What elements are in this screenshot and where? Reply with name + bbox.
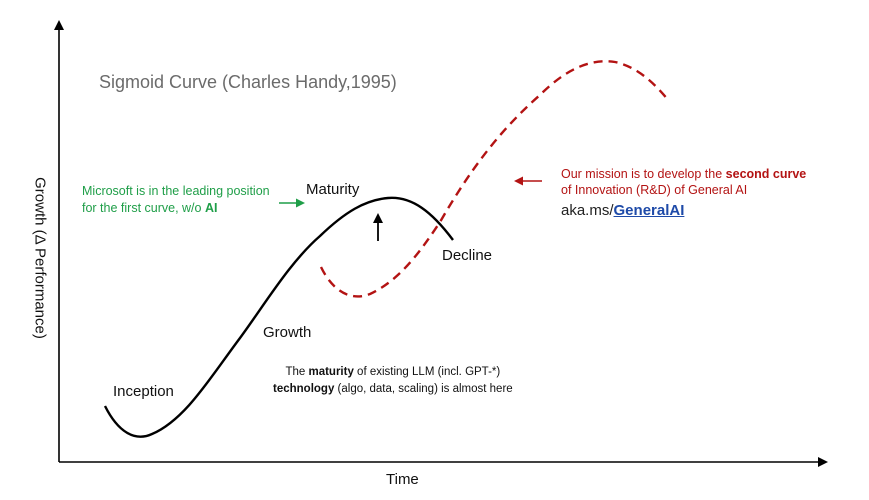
general-ai-link-row: aka.ms/GeneralAI	[561, 202, 684, 219]
llm-note-line1-suffix: of existing LLM (incl. GPT-*)	[353, 366, 501, 378]
llm-note-prefix: The	[285, 366, 309, 378]
x-axis-label: Time	[386, 471, 419, 488]
microsoft-note-line2: for the first curve, w/o AI	[82, 200, 270, 217]
microsoft-note-ai: AI	[204, 201, 218, 215]
stage-label-inception: Inception	[113, 383, 174, 400]
microsoft-note-line2-text: for the first curve, w/o	[82, 201, 205, 215]
first-curve	[103, 196, 454, 438]
mission-note-line1-text: Our mission is to develop the	[561, 167, 726, 181]
mission-note-second-curve: second curve	[725, 167, 807, 181]
mission-note-line1: Our mission is to develop the second cur…	[561, 166, 806, 182]
llm-note-technology: technology	[273, 383, 335, 395]
microsoft-note-line1: Microsoft is in the leading position	[82, 184, 270, 198]
stage-label-decline: Decline	[442, 247, 493, 264]
second-curve	[319, 60, 670, 298]
llm-note-line2: technology (algo, data, scaling) is almo…	[273, 381, 513, 398]
mission-note-line2: of Innovation (R&D) of General AI	[561, 183, 748, 197]
y-axis-label: Growth (Δ Performance)	[31, 177, 49, 339]
llm-note-line2-suffix: (algo, data, scaling) is almost here	[334, 383, 513, 395]
diagram-title: Sigmoid Curve (Charles Handy,1995)	[99, 72, 397, 92]
general-ai-link[interactable]: GeneralAI	[613, 202, 685, 219]
mission-note: Our mission is to develop the second cur…	[561, 166, 806, 198]
stage-label-maturity: Maturity	[306, 181, 360, 198]
stage-label-growth: Growth	[263, 324, 312, 341]
microsoft-note: Microsoft is in the leading position for…	[82, 183, 270, 217]
llm-note: The maturity of existing LLM (incl. GPT-…	[273, 364, 513, 398]
llm-note-line1: The maturity of existing LLM (incl. GPT-…	[273, 364, 513, 381]
llm-note-maturity: maturity	[308, 366, 354, 378]
link-prefix: aka.ms/	[561, 202, 614, 219]
